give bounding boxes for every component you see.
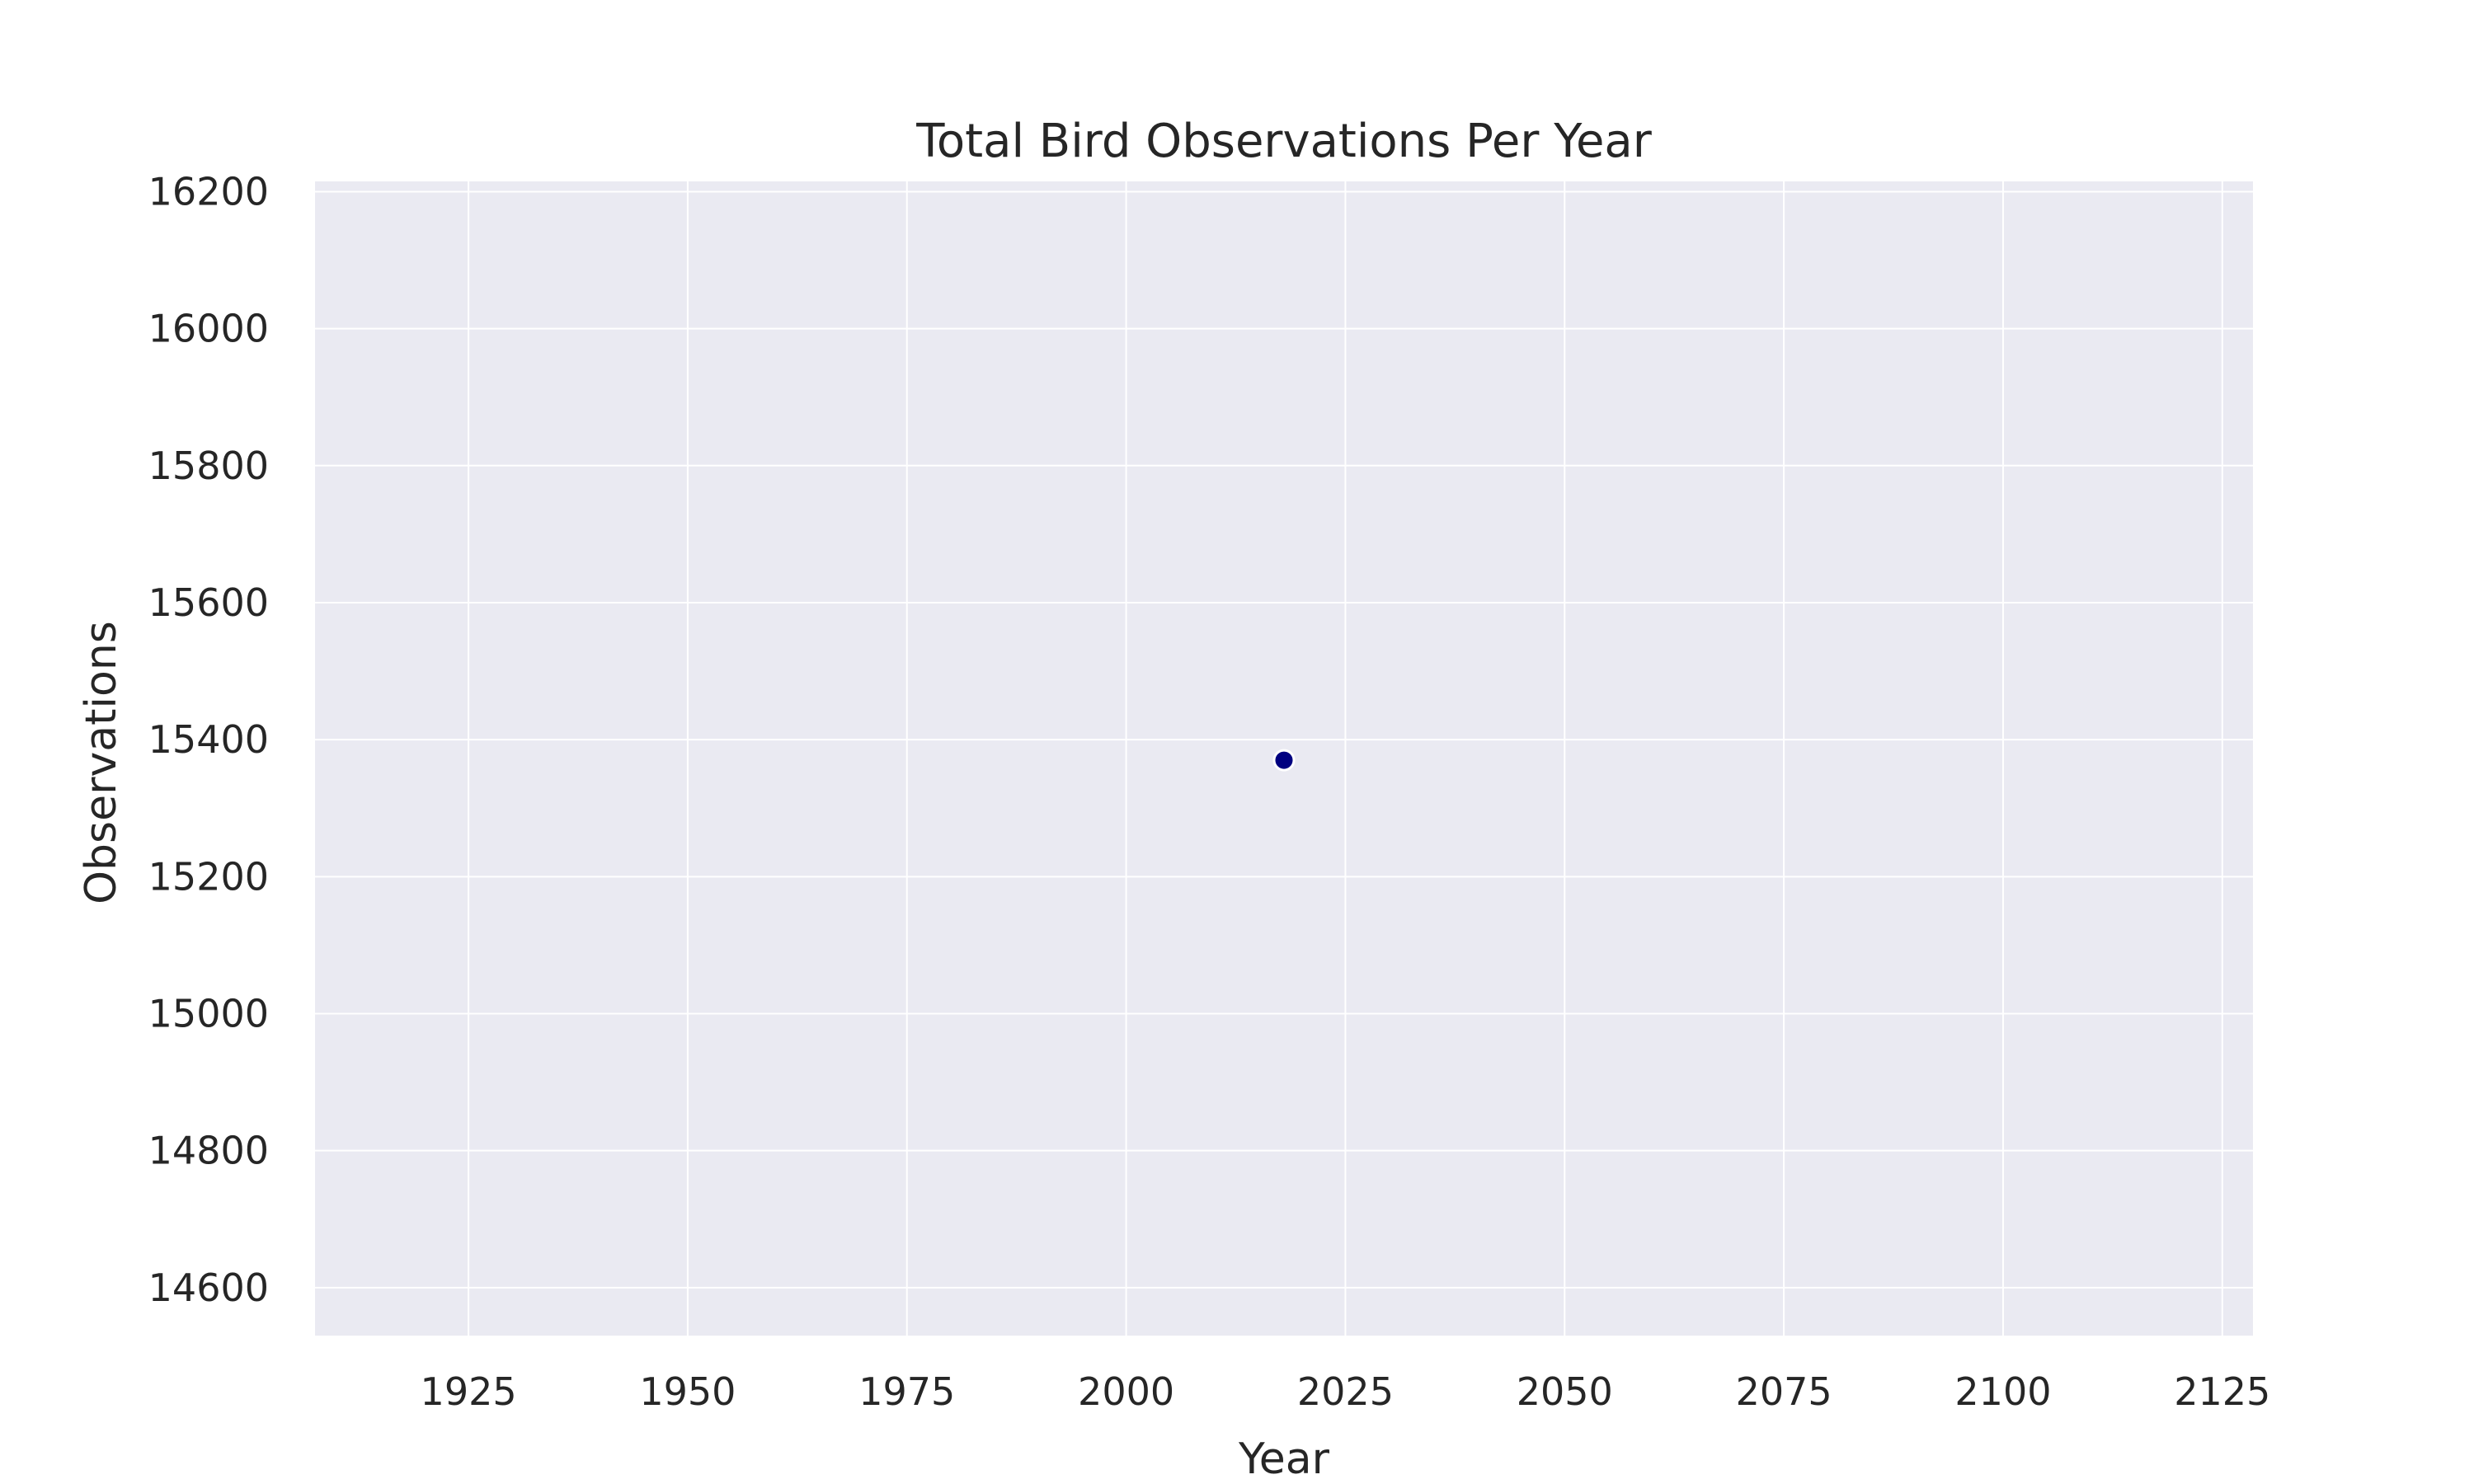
x-tick-label: 2100 xyxy=(1954,1369,2051,1414)
grid xyxy=(315,181,2253,1336)
y-tick-label: 15400 xyxy=(148,717,269,762)
x-tick-labels: 1925 1950 1975 2000 2025 2050 2075 2100 2125 xyxy=(421,1369,2271,1414)
x-tick-label: 2000 xyxy=(1078,1369,1174,1414)
x-tick-label: 2025 xyxy=(1297,1369,1394,1414)
y-tick-label: 14800 xyxy=(148,1129,269,1173)
y-tick-label: 15800 xyxy=(148,444,269,488)
y-axis-label: Observations xyxy=(77,621,126,904)
x-tick-label: 2125 xyxy=(2174,1369,2270,1414)
chart-title: Total Bird Observations Per Year xyxy=(915,115,1653,168)
y-tick-label: 15000 xyxy=(148,991,269,1036)
x-tick-label: 1950 xyxy=(639,1369,736,1414)
y-tick-label: 14600 xyxy=(148,1266,269,1310)
y-tick-label: 16000 xyxy=(148,307,269,351)
x-tick-label: 1925 xyxy=(421,1369,517,1414)
y-tick-label: 16200 xyxy=(148,169,269,214)
y-tick-label: 15200 xyxy=(148,854,269,899)
data-point xyxy=(1272,749,1296,772)
x-tick-label: 2050 xyxy=(1517,1369,1613,1414)
y-tick-labels: 14600 14800 15000 15200 15400 15600 15800 16000… xyxy=(148,169,269,1309)
x-tick-label: 2075 xyxy=(1736,1369,1832,1414)
x-axis-label: Year xyxy=(1238,1435,1330,1484)
data-points xyxy=(1272,749,1296,772)
x-tick-label: 1975 xyxy=(858,1369,955,1414)
y-tick-label: 15600 xyxy=(148,580,269,625)
